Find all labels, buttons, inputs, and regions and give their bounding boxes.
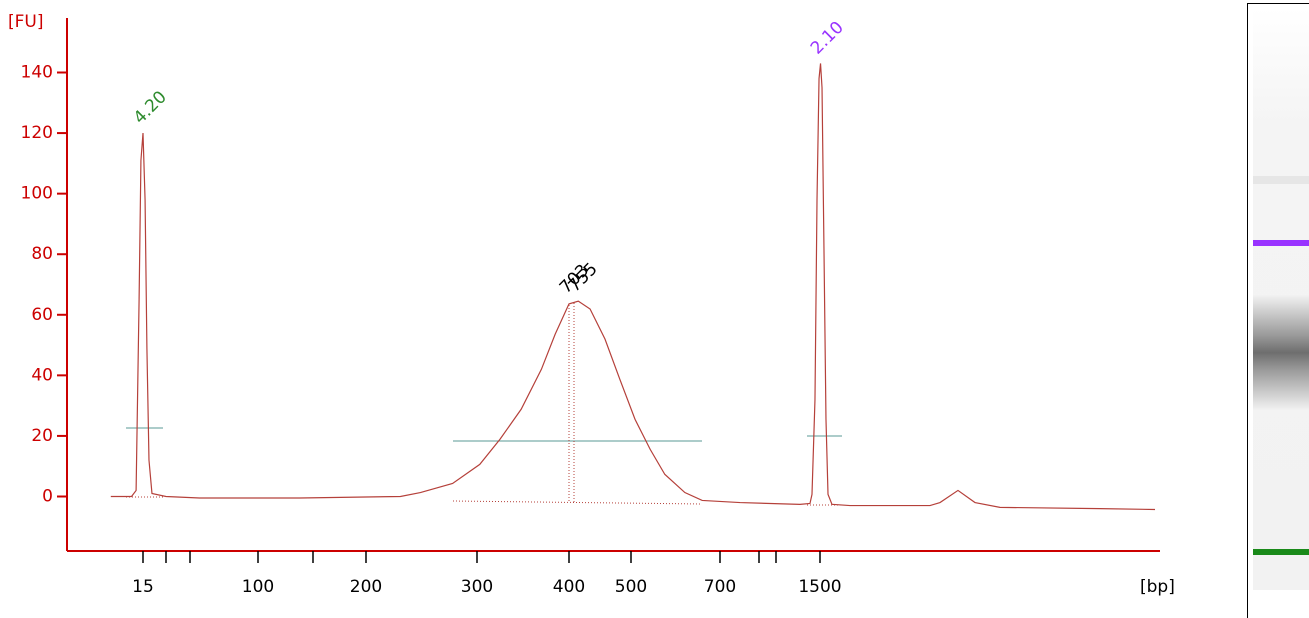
peak-label: 2.10 (807, 18, 848, 59)
y-tick-label: 60 (31, 305, 53, 325)
y-axis-label: [FU] (8, 12, 44, 32)
y-tick-label: 20 (31, 426, 53, 446)
x-tick-label: 700 (704, 577, 736, 597)
gel-band-upper-marker (1253, 240, 1309, 246)
x-tick-label: 500 (615, 577, 647, 597)
x-tick-label: 200 (350, 577, 382, 597)
trace (110, 63, 1156, 511)
y-tick-label: 100 (21, 184, 53, 204)
peak-label: 4.20 (130, 87, 171, 128)
gel-smear (1253, 295, 1309, 410)
y-tick-label: 0 (42, 486, 53, 506)
y-tick-label: 40 (31, 365, 53, 385)
x-tick-label: 100 (242, 577, 274, 597)
gel-band (1253, 176, 1309, 184)
y-tick-label: 140 (21, 63, 53, 83)
gel-band-lower-marker (1253, 549, 1309, 555)
baseline-line (452, 500, 703, 505)
x-tick-label: 1500 (798, 577, 841, 597)
x-tick-label: 300 (461, 577, 493, 597)
x-axis-label: [bp] (1140, 577, 1175, 597)
x-tick-label: 400 (553, 577, 585, 597)
gel-lane (1247, 3, 1309, 618)
y-tick-label: 120 (21, 123, 53, 143)
y-tick-label: 80 (31, 244, 53, 264)
peak-regions (126, 303, 842, 506)
x-tick-label: 15 (132, 577, 154, 597)
